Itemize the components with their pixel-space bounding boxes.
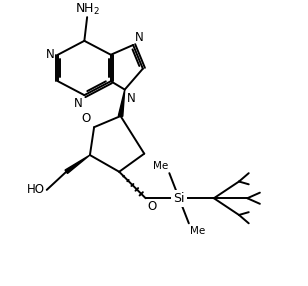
Polygon shape [65, 155, 90, 174]
Text: O: O [82, 112, 91, 125]
Text: N: N [74, 97, 83, 110]
Text: N: N [127, 92, 136, 105]
Text: Me: Me [190, 226, 205, 236]
Text: Me: Me [153, 161, 168, 171]
Polygon shape [118, 90, 125, 116]
Text: NH$_2$: NH$_2$ [75, 2, 99, 17]
Text: HO: HO [27, 183, 45, 196]
Text: N: N [135, 31, 143, 43]
Text: N: N [46, 48, 55, 61]
Text: O: O [147, 200, 156, 212]
Text: Si: Si [173, 192, 185, 205]
